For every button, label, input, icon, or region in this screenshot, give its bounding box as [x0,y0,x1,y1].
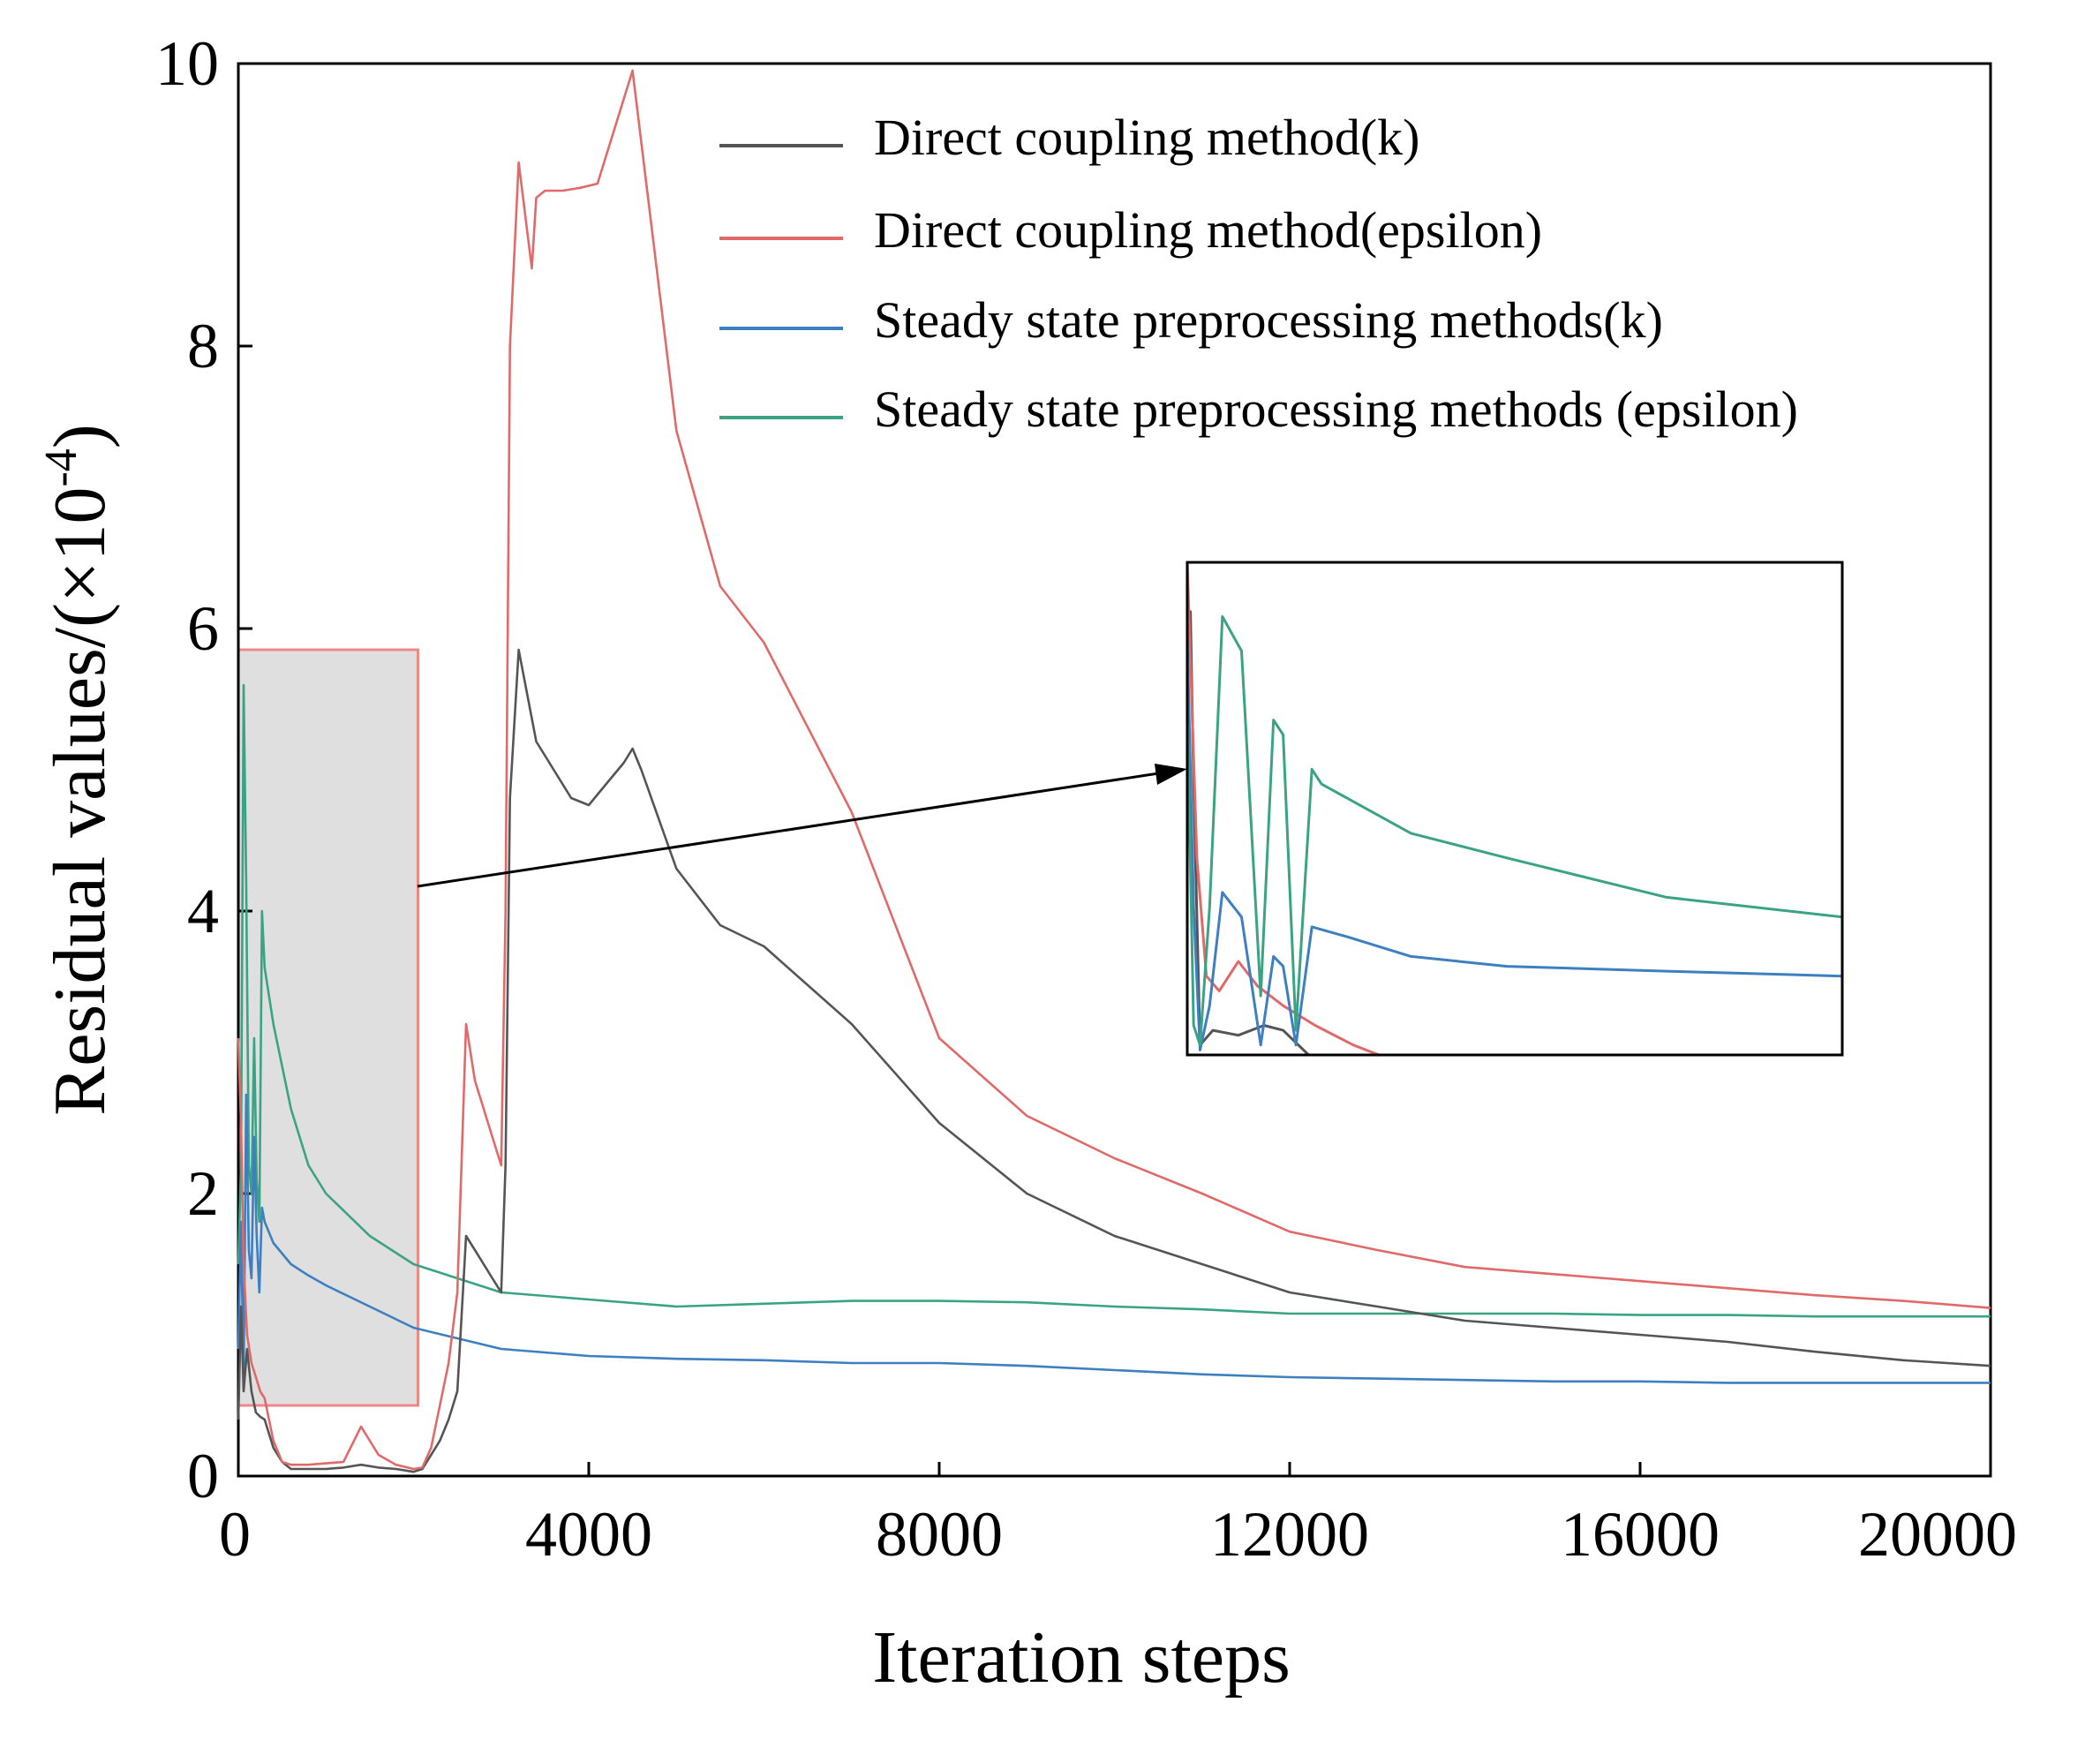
series-line-2 [237,1093,1991,1384]
y-tick-label: 4 [187,876,219,946]
y-tick-label: 6 [187,593,219,664]
x-tick-label: 4000 [525,1499,652,1570]
x-tick-label: 12000 [1210,1499,1369,1570]
y-axis-title: Residual values/(×10-4) [36,424,121,1116]
inset-line-1 [1187,562,1380,1055]
legend-label-direct-k: Direct coupling method(k) [874,109,1420,166]
legend: Direct coupling method(k) Direct couplin… [719,109,1798,438]
series-line-1 [237,69,1991,1471]
legend-label-steady-epsilon: Steady state preprocessing methods (epsi… [874,380,1798,438]
plot-frame [237,62,1992,1478]
y-axis-title-suffix: ) [39,424,121,448]
x-tick-label: 8000 [876,1499,1003,1570]
x-tick-label: 0 [219,1499,251,1570]
y-axis-title-exponent: -4 [36,448,87,486]
x-axis-title: Iteration steps [872,1616,1291,1699]
inset-lines [1187,562,1842,1055]
y-axis-title-main: Residual values/(×10 [39,487,121,1116]
legend-label-direct-epsilon: Direct coupling method(epsilon) [874,201,1542,259]
inset-line-2 [1187,636,1842,1051]
y-tick-label: 8 [187,311,219,381]
y-tick-label: 10 [155,28,219,99]
inset-line-3 [1187,614,1842,1047]
x-tick-label: 16000 [1561,1499,1720,1570]
zoom-callout-arrowhead [1155,764,1187,785]
legend-label-steady-k: Steady state preprocessing methods(k) [874,291,1663,349]
inset-frame [1185,561,1844,1057]
x-axis-ticks: 0 4000 8000 12000 16000 20000 [219,1462,2017,1570]
series-lines [237,69,1991,1473]
x-tick-label: 20000 [1858,1499,2017,1570]
y-axis-ticks: 0 2 4 6 8 10 [155,28,252,1511]
zoom-highlight-region [237,648,419,1407]
y-tick-label: 0 [187,1441,219,1511]
y-tick-label: 2 [187,1158,219,1229]
zoom-callout-arrow [417,769,1177,888]
